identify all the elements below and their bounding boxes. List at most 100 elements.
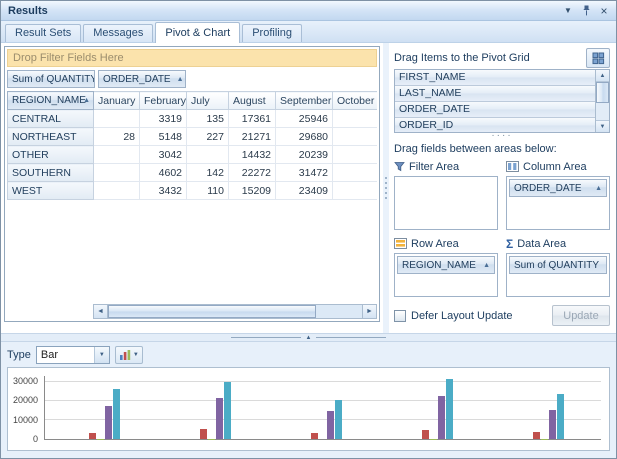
- pivot-cell[interactable]: [332, 127, 377, 146]
- chart-type-combo[interactable]: Bar ▼: [35, 346, 110, 364]
- pivot-cell[interactable]: 15209: [228, 181, 276, 200]
- chart-options-icon: [119, 350, 131, 360]
- column-header-august[interactable]: August: [228, 91, 276, 110]
- pivot-cell[interactable]: [332, 163, 377, 182]
- pivot-cell[interactable]: [93, 109, 140, 128]
- pivot-cell[interactable]: 142: [186, 163, 229, 182]
- field-list-scroll-track[interactable]: [596, 82, 609, 120]
- pivot-cell[interactable]: [93, 145, 140, 164]
- chart-options-button[interactable]: ▼: [114, 346, 143, 364]
- sort-asc-icon: ▲: [483, 261, 490, 269]
- filter-drop-zone[interactable]: Drop Filter Fields Here: [7, 49, 377, 67]
- column-field-button[interactable]: ORDER_DATE ▲: [98, 70, 186, 88]
- pivot-cell[interactable]: 5148: [139, 127, 187, 146]
- tab-profiling[interactable]: Profiling: [242, 24, 302, 42]
- scrollbar-thumb[interactable]: [108, 305, 317, 318]
- pivot-cell[interactable]: [332, 145, 377, 164]
- scrollbar-track[interactable]: [108, 305, 362, 318]
- combo-dropdown-icon[interactable]: ▼: [93, 347, 109, 363]
- column-header-january[interactable]: January: [93, 91, 140, 110]
- row-header-southern[interactable]: SOUTHERN: [7, 163, 94, 182]
- pivot-cell[interactable]: [332, 181, 377, 200]
- row-area[interactable]: REGION_NAME ▲: [394, 253, 498, 297]
- pivot-cell[interactable]: 135: [186, 109, 229, 128]
- column-area-icon: [506, 161, 519, 172]
- pivot-cell[interactable]: 20239: [275, 145, 333, 164]
- column-header-february[interactable]: February: [139, 91, 187, 110]
- tab-pivot-chart[interactable]: Pivot & Chart: [155, 22, 241, 43]
- pivot-field-buttons: Sum of QUANTITY ORDER_DATE ▲: [7, 70, 377, 88]
- area-field-order-date[interactable]: ORDER_DATE ▲: [509, 179, 607, 197]
- horizontal-scrollbar[interactable]: ◄ ►: [93, 304, 377, 319]
- bar-group-northeast: [191, 376, 232, 439]
- panel-menu-icon[interactable]: ▼: [564, 6, 572, 15]
- pivot-cell[interactable]: 21271: [228, 127, 276, 146]
- pivot-cell[interactable]: 28: [93, 127, 140, 146]
- pivot-cell[interactable]: 31472: [275, 163, 333, 182]
- scroll-up-button[interactable]: ▲: [596, 70, 609, 82]
- pivot-cell[interactable]: 3042: [139, 145, 187, 164]
- close-icon[interactable]: ×: [600, 3, 608, 18]
- pivot-cell[interactable]: 3319: [139, 109, 187, 128]
- filter-area-header: Filter Area: [394, 159, 498, 174]
- area-field-region-name[interactable]: REGION_NAME ▲: [397, 256, 495, 274]
- collapse-arrow-icon[interactable]: ▲: [305, 334, 312, 341]
- defer-layout-label[interactable]: Defer Layout Update: [411, 309, 513, 322]
- tabstrip: Result Sets Messages Pivot & Chart Profilin…: [1, 21, 616, 43]
- defer-layout-checkbox[interactable]: [394, 309, 406, 322]
- area-field-sum-of-quantity[interactable]: Sum of QUANTITY: [509, 256, 607, 274]
- list-resize-grip[interactable]: ····: [491, 130, 513, 141]
- pivot-cell[interactable]: 14432: [228, 145, 276, 164]
- bar-september-southern: [446, 378, 454, 439]
- column-area[interactable]: ORDER_DATE ▲: [506, 176, 610, 230]
- chart-section: Type Bar ▼ ▼ 0 10000 20000 30000: [1, 342, 616, 458]
- data-field-button[interactable]: Sum of QUANTITY: [7, 70, 95, 88]
- scroll-left-button[interactable]: ◄: [94, 305, 108, 318]
- column-header-october[interactable]: October: [332, 91, 377, 110]
- row-header-other[interactable]: OTHER: [7, 145, 94, 164]
- horizontal-splitter[interactable]: ▲: [1, 333, 616, 342]
- column-header-july[interactable]: July: [186, 91, 229, 110]
- row-field-header[interactable]: REGION_NAME ▲: [7, 91, 94, 110]
- pivot-cell[interactable]: 3432: [139, 181, 187, 200]
- field-list-item-last-name[interactable]: LAST_NAME: [395, 86, 595, 102]
- bar-february-southern: [422, 430, 430, 439]
- pivot-cell[interactable]: 4602: [139, 163, 187, 182]
- scroll-down-button[interactable]: ▼: [596, 120, 609, 132]
- pivot-cell[interactable]: 25946: [275, 109, 333, 128]
- field-list: FIRST_NAME LAST_NAME ORDER_DATE ORDER_ID ▲ …: [394, 69, 610, 133]
- pivot-cell[interactable]: 110: [186, 181, 229, 200]
- chart-gridline: [45, 399, 601, 401]
- pivot-cell[interactable]: [93, 163, 140, 182]
- layout-grid-button[interactable]: [586, 48, 610, 68]
- vertical-splitter[interactable]: [383, 43, 389, 333]
- filter-area[interactable]: [394, 176, 498, 230]
- field-list-item-order-date[interactable]: ORDER_DATE: [395, 102, 595, 118]
- tab-messages[interactable]: Messages: [83, 24, 154, 42]
- field-list-item-order-id[interactable]: ORDER_ID: [395, 118, 595, 132]
- pivot-cell[interactable]: 23409: [275, 181, 333, 200]
- row-header-northeast[interactable]: NORTHEAST: [7, 127, 94, 146]
- update-button[interactable]: Update: [552, 305, 610, 326]
- field-list-scrollbar[interactable]: ▲ ▼: [595, 70, 609, 132]
- pivot-cell[interactable]: [93, 181, 140, 200]
- row-header-central[interactable]: CENTRAL: [7, 109, 94, 128]
- pivot-cell[interactable]: 29680: [275, 127, 333, 146]
- pivot-cell[interactable]: [186, 145, 229, 164]
- scroll-right-button[interactable]: ►: [362, 305, 376, 318]
- pin-icon[interactable]: [578, 4, 594, 18]
- sort-asc-icon: ▲: [176, 75, 184, 83]
- row-header-west[interactable]: WEST: [7, 181, 94, 200]
- pivot-cell[interactable]: 22272: [228, 163, 276, 182]
- field-list-item-first-name[interactable]: FIRST_NAME: [395, 70, 595, 86]
- pivot-cell[interactable]: 17361: [228, 109, 276, 128]
- bar-august-other: [326, 411, 334, 439]
- pivot-cell[interactable]: [332, 109, 377, 128]
- field-list-scroll-thumb[interactable]: [596, 82, 609, 103]
- pivot-cell[interactable]: 227: [186, 127, 229, 146]
- tab-result-sets[interactable]: Result Sets: [5, 24, 82, 42]
- data-area[interactable]: Sum of QUANTITY: [506, 253, 610, 297]
- field-list-items: FIRST_NAME LAST_NAME ORDER_DATE ORDER_ID: [395, 70, 595, 132]
- column-header-september[interactable]: September: [275, 91, 333, 110]
- dropdown-arrow-icon: ▼: [132, 352, 139, 358]
